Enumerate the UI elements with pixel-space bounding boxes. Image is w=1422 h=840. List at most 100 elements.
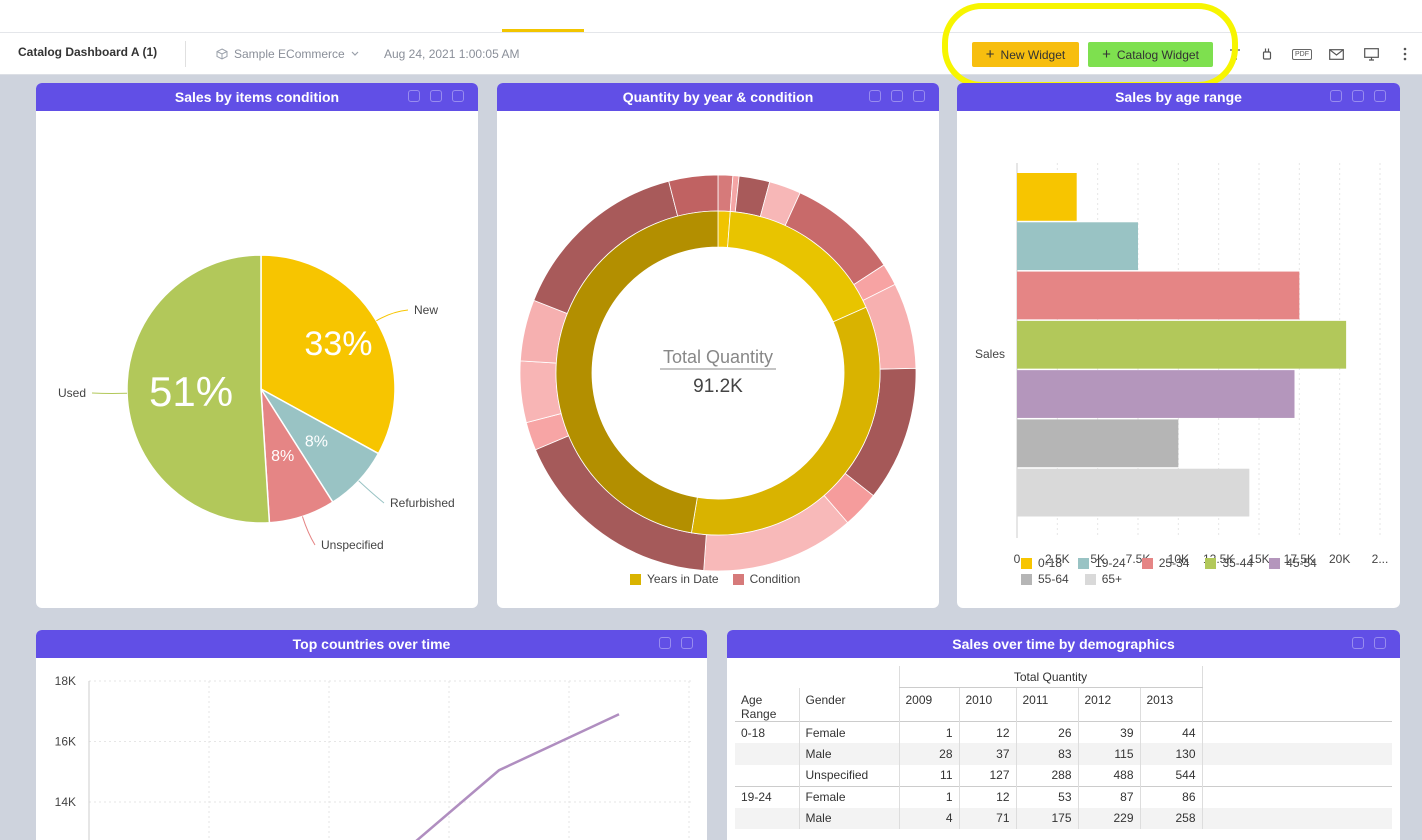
info-icon[interactable] bbox=[659, 637, 671, 649]
value-cell: 11 bbox=[898, 764, 959, 786]
legend-item[interactable]: 0-18 bbox=[1021, 556, 1062, 570]
value-cell: 544 bbox=[1139, 764, 1202, 786]
value-cell: 87 bbox=[1077, 785, 1140, 808]
dashboard-title[interactable]: Catalog Dashboard A (1) bbox=[18, 45, 158, 59]
widget-toolbar bbox=[408, 90, 464, 102]
text-icon[interactable] bbox=[1226, 45, 1244, 63]
more-icon[interactable] bbox=[452, 90, 464, 102]
more-icon[interactable] bbox=[1374, 90, 1386, 102]
legend-swatch bbox=[1205, 557, 1217, 569]
column-header[interactable]: Age Range bbox=[741, 692, 777, 721]
column-header[interactable]: 2011 bbox=[1015, 687, 1078, 722]
legend-swatch bbox=[1021, 557, 1032, 569]
donut-center-value: 91.2K bbox=[693, 376, 743, 397]
legend-item[interactable]: Condition bbox=[732, 572, 800, 586]
widget-title: Top countries over time bbox=[292, 636, 451, 652]
donut-outer-segment[interactable] bbox=[668, 174, 719, 217]
bar[interactable] bbox=[1017, 419, 1179, 468]
value-cell: 4 bbox=[898, 807, 959, 829]
legend-item[interactable]: 19-24 bbox=[1078, 556, 1126, 570]
widget-title: Quantity by year & condition bbox=[622, 89, 814, 105]
legend-swatch bbox=[1269, 557, 1281, 569]
line-series[interactable] bbox=[391, 713, 620, 840]
active-tab-indicator bbox=[502, 29, 584, 32]
column-header[interactable]: 2012 bbox=[1077, 687, 1140, 722]
legend-swatch bbox=[732, 573, 744, 585]
plugin-icon[interactable] bbox=[1258, 45, 1276, 63]
header-divider bbox=[185, 41, 186, 67]
info-icon[interactable] bbox=[1330, 90, 1342, 102]
edit-icon[interactable] bbox=[891, 90, 903, 102]
widget-title: Sales over time by demographics bbox=[952, 636, 1175, 652]
legend-swatch bbox=[1141, 557, 1153, 569]
column-header[interactable]: 2009 bbox=[898, 687, 959, 722]
widget-title-bar[interactable]: Quantity by year & condition bbox=[497, 83, 939, 111]
legend-item[interactable]: 25-34 bbox=[1141, 556, 1189, 570]
pdf-icon[interactable]: PDF bbox=[1292, 45, 1312, 63]
x-tick-label: 20K bbox=[1329, 552, 1350, 566]
pie-slice[interactable] bbox=[260, 254, 396, 455]
column-header[interactable]: 2010 bbox=[958, 687, 1016, 722]
legend-item[interactable]: Years in Date bbox=[630, 572, 719, 586]
y-axis-label: Sales bbox=[975, 347, 1005, 361]
gender-cell: Male bbox=[798, 807, 899, 829]
value-cell: 127 bbox=[958, 764, 1016, 786]
bar-chart: 0 2.5K 5K 7.5K 10K 12.5K 15K 17.5K 20K 2... Sales bbox=[975, 163, 1388, 566]
monitor-icon[interactable] bbox=[1362, 45, 1380, 63]
widget-top-countries: Top countries over time 18K 16K 14K bbox=[36, 630, 707, 840]
bar[interactable] bbox=[1017, 468, 1250, 517]
more-icon[interactable] bbox=[1396, 45, 1414, 63]
legend-item[interactable]: 65+ bbox=[1084, 572, 1122, 586]
x-tick-label: 10K bbox=[1168, 552, 1189, 566]
bar[interactable] bbox=[1017, 320, 1347, 369]
edit-icon[interactable] bbox=[430, 90, 442, 102]
bar[interactable] bbox=[1017, 173, 1077, 221]
value-cell: 12 bbox=[958, 721, 1016, 743]
pie-percent-label: 51% bbox=[149, 368, 233, 415]
x-tick-label: 15K bbox=[1248, 552, 1269, 566]
donut-chart: Total Quantity 91.2K bbox=[519, 174, 917, 572]
bar[interactable] bbox=[1017, 271, 1300, 320]
widget-title-bar[interactable]: Sales over time by demographics bbox=[727, 630, 1400, 658]
widget-sales-by-condition: Sales by items condition 33% New 8% Refurbi… bbox=[36, 83, 478, 608]
info-icon[interactable] bbox=[869, 90, 881, 102]
value-cell: 488 bbox=[1077, 764, 1140, 786]
info-icon[interactable] bbox=[408, 90, 420, 102]
widget-quantity-by-year: Quantity by year & condition Total Quant… bbox=[497, 83, 939, 608]
widget-sales-demographics: Sales over time by demographics Total Qu… bbox=[727, 630, 1400, 840]
x-tick-label: 0 bbox=[1014, 552, 1021, 566]
top-strip bbox=[0, 0, 1422, 32]
plus-icon: + bbox=[1102, 46, 1111, 63]
edit-icon[interactable] bbox=[1352, 90, 1364, 102]
cube-icon bbox=[216, 48, 228, 60]
widget-title-bar[interactable]: Sales by items condition bbox=[36, 83, 478, 111]
pie-slice[interactable] bbox=[126, 254, 271, 524]
column-header[interactable]: Gender bbox=[798, 687, 899, 722]
catalog-widget-button[interactable]: + Catalog Widget bbox=[1088, 42, 1213, 67]
datasource-selector[interactable]: Sample ECommerce bbox=[216, 47, 359, 61]
info-icon[interactable] bbox=[1352, 637, 1364, 649]
donut-inner-segment[interactable] bbox=[555, 210, 719, 534]
value-cell: 1 bbox=[898, 721, 959, 743]
legend-item[interactable]: 35-44 bbox=[1205, 556, 1253, 570]
value-cell: 229 bbox=[1077, 807, 1140, 829]
widget-title-bar[interactable]: Sales by age range bbox=[957, 83, 1400, 111]
new-widget-button[interactable]: + New Widget bbox=[972, 42, 1079, 67]
widget-title-bar[interactable]: Top countries over time bbox=[36, 630, 707, 658]
y-tick-label: 14K bbox=[55, 795, 76, 809]
table-row: Unspecified 11 127 288 488 544 bbox=[735, 764, 1392, 786]
legend-item[interactable]: 45-54 bbox=[1269, 556, 1317, 570]
bar[interactable] bbox=[1017, 222, 1138, 271]
more-icon[interactable] bbox=[913, 90, 925, 102]
line-chart: 18K 16K 14K bbox=[55, 674, 691, 840]
edit-icon[interactable] bbox=[1374, 637, 1386, 649]
column-header[interactable]: 2013 bbox=[1139, 687, 1202, 722]
legend-item[interactable]: 55-64 bbox=[1021, 572, 1069, 586]
donut-outer-segment[interactable] bbox=[519, 360, 562, 424]
mail-icon[interactable] bbox=[1327, 45, 1345, 63]
pie-percent-label: 8% bbox=[271, 448, 294, 465]
value-cell: 83 bbox=[1015, 743, 1078, 765]
bar[interactable] bbox=[1017, 370, 1295, 418]
edit-icon[interactable] bbox=[681, 637, 693, 649]
legend-swatch bbox=[1084, 573, 1096, 585]
